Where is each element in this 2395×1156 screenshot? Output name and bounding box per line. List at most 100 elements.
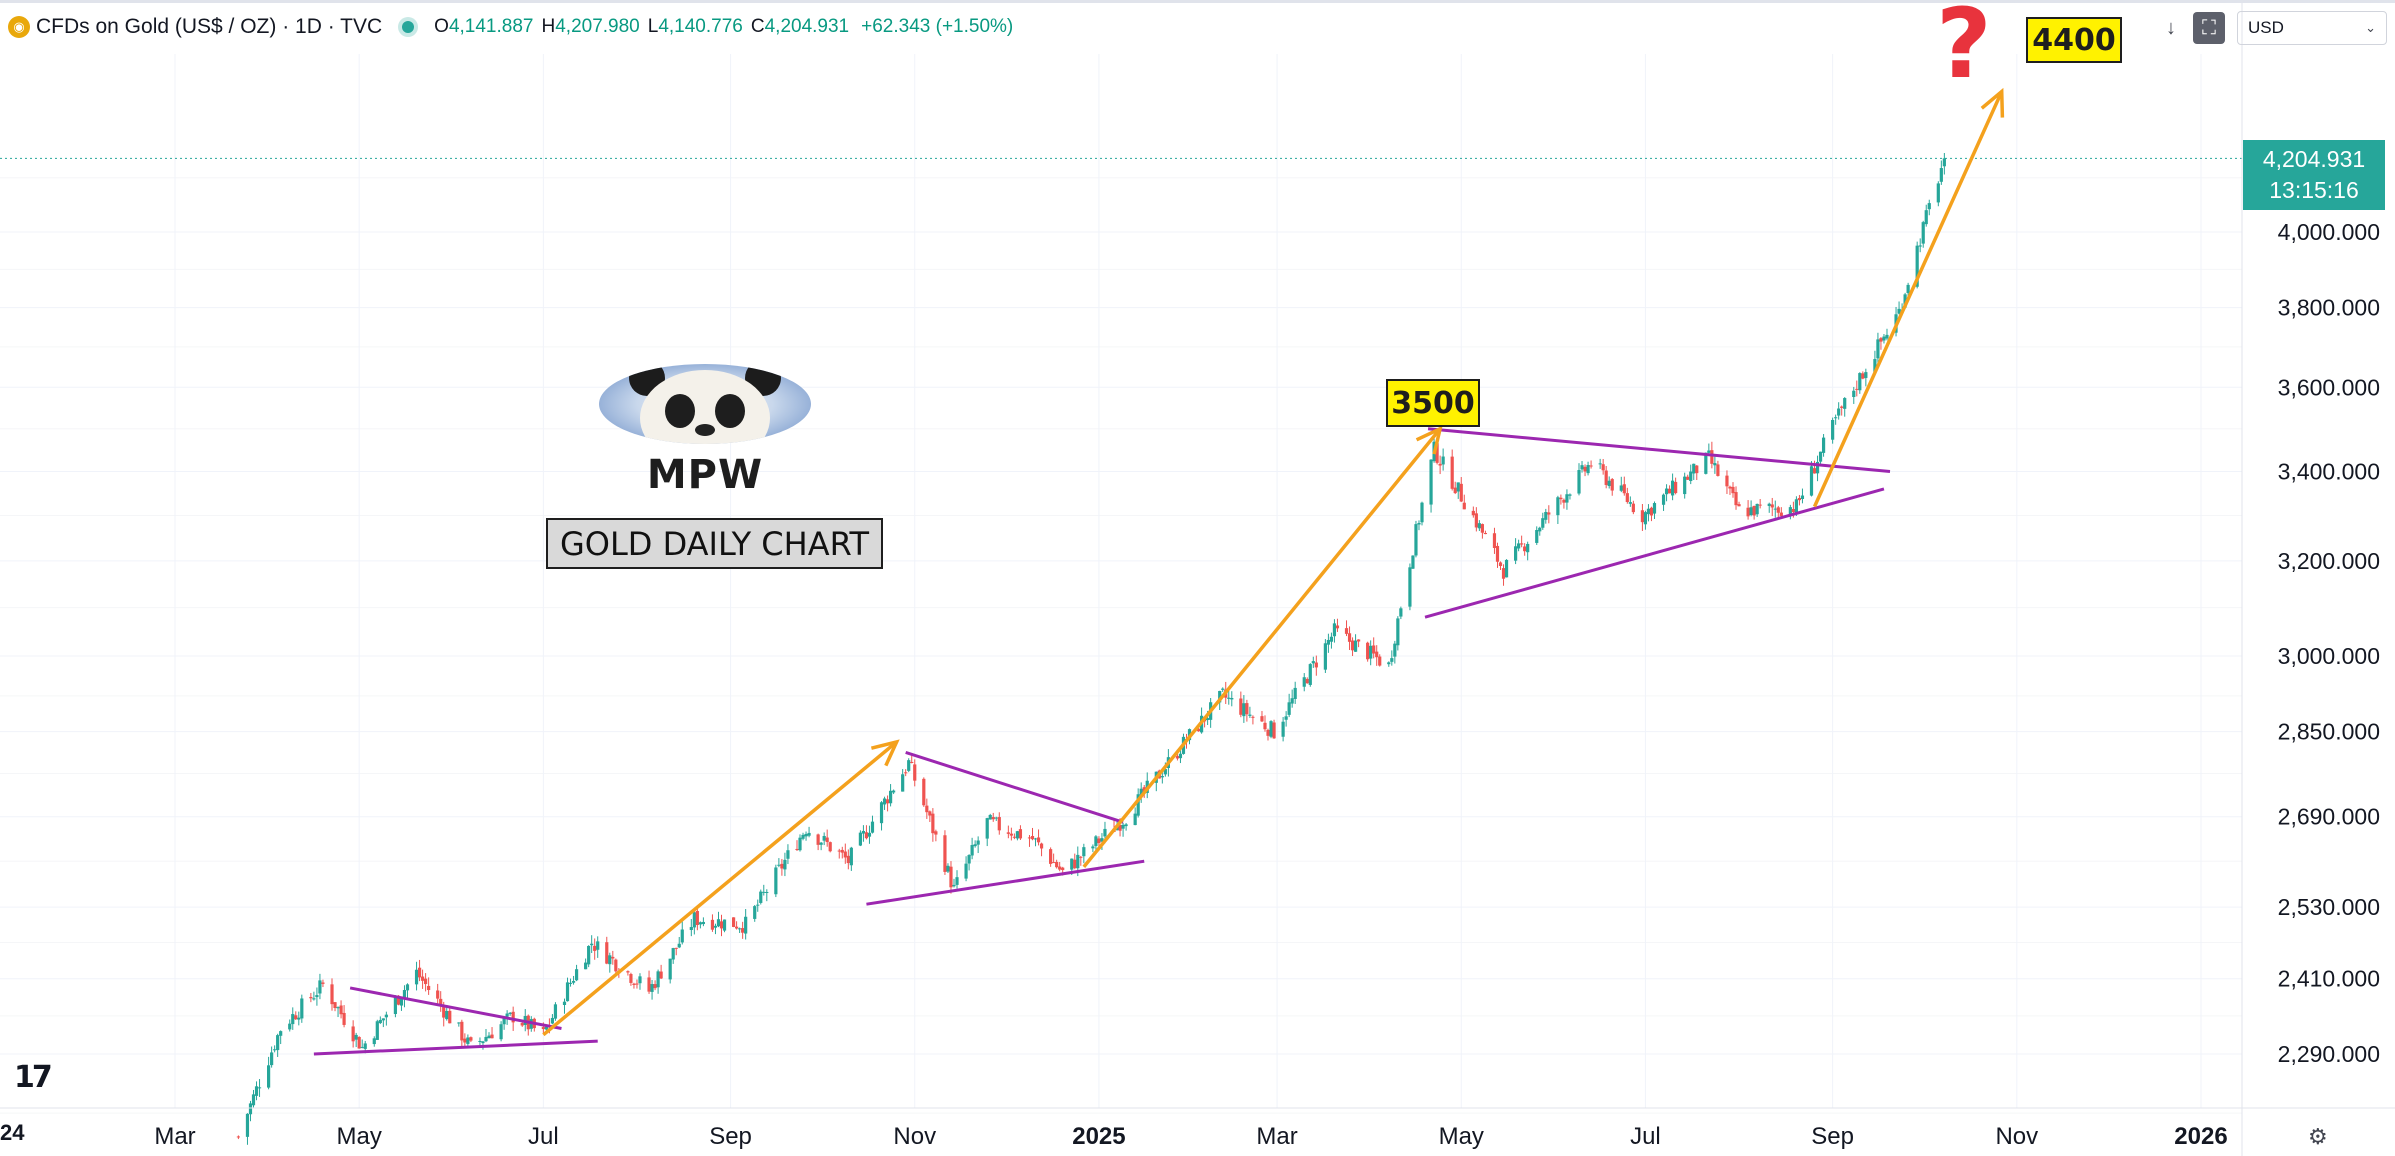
candle-body bbox=[1015, 831, 1020, 839]
candle-body bbox=[417, 967, 422, 978]
candle-body bbox=[1779, 512, 1783, 517]
candle-body bbox=[828, 842, 832, 852]
candle-body bbox=[1936, 183, 1940, 203]
candle-body bbox=[1746, 507, 1750, 517]
candle-body bbox=[300, 998, 304, 1019]
candle-body bbox=[1852, 390, 1856, 398]
candle-body bbox=[1903, 294, 1907, 308]
candle-body bbox=[1619, 485, 1623, 491]
candle-body bbox=[254, 1086, 259, 1096]
candle-body bbox=[273, 1049, 277, 1051]
candle-body bbox=[1124, 824, 1128, 827]
candle-body bbox=[1544, 511, 1548, 520]
candle-body bbox=[713, 925, 718, 928]
candle-body bbox=[991, 817, 995, 820]
candle-body bbox=[1758, 504, 1762, 506]
candle-body bbox=[1861, 373, 1865, 379]
candle-body bbox=[1821, 437, 1826, 453]
candle-body bbox=[680, 929, 684, 943]
candle-body bbox=[351, 1026, 355, 1042]
candle-body bbox=[1731, 486, 1735, 494]
candle-body bbox=[544, 1026, 548, 1030]
candle-body bbox=[1242, 703, 1246, 717]
candle-body bbox=[1734, 492, 1738, 506]
candle-body bbox=[843, 851, 847, 858]
candle-body bbox=[1704, 452, 1708, 474]
candle-body bbox=[1773, 508, 1777, 510]
candle-body bbox=[1843, 398, 1847, 409]
wedge-lines bbox=[313, 427, 1891, 1056]
candle-body bbox=[861, 830, 866, 834]
price-tick-label: 2,410.000 bbox=[2278, 966, 2380, 992]
open-value: 4,141.887 bbox=[448, 16, 534, 37]
candle-body bbox=[1420, 502, 1424, 523]
candle-body bbox=[744, 916, 748, 934]
candle-body bbox=[1737, 504, 1741, 507]
candle-body bbox=[568, 982, 573, 984]
candle-body bbox=[635, 983, 639, 985]
time-axis: Mar May Jul Sep Nov 2025 Mar May Jul Sep Nov 2026 bbox=[154, 1123, 2227, 1150]
candle-body bbox=[1604, 470, 1608, 485]
symbol-title[interactable]: CFDs on Gold (US$ / OZ) · 1D · TVC bbox=[36, 15, 383, 38]
candle-body bbox=[1809, 466, 1814, 496]
arrow-down-icon[interactable]: ↓ bbox=[2166, 16, 2176, 39]
candle-body bbox=[910, 761, 914, 763]
candle-body bbox=[562, 1001, 567, 1005]
candlestick-series bbox=[236, 152, 1946, 1145]
chart-toolbar: ↓ ⛶ USD ⌄ bbox=[2155, 10, 2395, 46]
currency-select[interactable]: USD ⌄ bbox=[2237, 11, 2387, 45]
candle-body bbox=[1483, 532, 1488, 535]
candle-body bbox=[1492, 533, 1497, 548]
candle-body bbox=[1523, 546, 1527, 552]
candle-body bbox=[463, 1038, 467, 1043]
candle-body bbox=[1580, 465, 1584, 470]
candle-body bbox=[1535, 529, 1539, 543]
candle-body bbox=[1366, 642, 1370, 660]
candle-body bbox=[1710, 450, 1714, 464]
candle-body bbox=[1206, 718, 1210, 721]
candle-body bbox=[837, 850, 841, 852]
candle-body bbox=[279, 1031, 283, 1036]
candle-body bbox=[291, 1014, 295, 1025]
candle-body bbox=[1030, 836, 1035, 840]
candle-body bbox=[1163, 769, 1167, 775]
candle-body bbox=[1036, 837, 1041, 843]
candle-body bbox=[1012, 836, 1016, 838]
candle-body bbox=[1136, 794, 1140, 816]
candle-body bbox=[1284, 716, 1288, 720]
candle-body bbox=[1586, 465, 1590, 474]
candle-body bbox=[245, 1113, 250, 1137]
settings-icon[interactable]: ⚙ bbox=[2308, 1124, 2328, 1149]
candle-body bbox=[448, 1010, 452, 1024]
candle-body bbox=[1218, 690, 1222, 703]
candle-body bbox=[1239, 698, 1243, 715]
candle-body bbox=[1196, 728, 1201, 732]
candle-body bbox=[1514, 546, 1518, 561]
candle-body bbox=[1055, 861, 1059, 868]
candle-body bbox=[1293, 687, 1297, 699]
candle-body bbox=[1329, 636, 1334, 642]
candle-body bbox=[1692, 463, 1696, 474]
candle-body bbox=[629, 974, 633, 983]
candle-body bbox=[864, 832, 869, 839]
candle-body bbox=[1462, 502, 1466, 510]
candle-body bbox=[1776, 507, 1780, 513]
candle-body bbox=[1372, 645, 1376, 654]
candle-body bbox=[1713, 463, 1717, 466]
mpw-logo: MPW bbox=[599, 364, 811, 498]
fullscreen-icon[interactable]: ⛶ bbox=[2193, 12, 2225, 44]
candle-body bbox=[1175, 756, 1180, 759]
candle-body bbox=[378, 1019, 382, 1024]
last-price-badge: 4,204.931 13:15:16 bbox=[2243, 140, 2385, 210]
candle-body bbox=[1876, 339, 1880, 359]
candle-body bbox=[759, 891, 763, 903]
candle-body bbox=[414, 969, 419, 985]
candle-body bbox=[1070, 858, 1074, 870]
candle-body bbox=[469, 1037, 473, 1041]
chart-grid bbox=[0, 54, 2242, 1114]
high-value: 4,207.980 bbox=[555, 16, 640, 37]
candle-body bbox=[1287, 702, 1291, 715]
candle-body bbox=[1583, 466, 1587, 472]
candle-body bbox=[1160, 776, 1164, 778]
